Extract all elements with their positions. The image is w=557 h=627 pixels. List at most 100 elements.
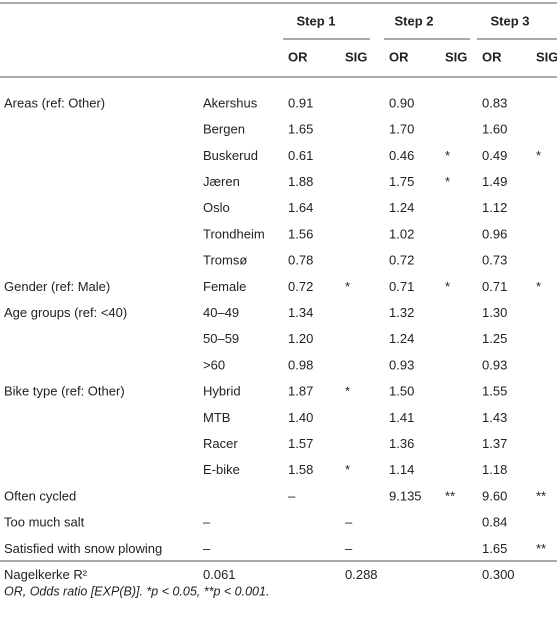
row-label: Age groups (ref: <40) [4,305,127,320]
cell: 9.60 [482,488,507,503]
cell: 1.24 [389,331,414,346]
cell: 1.49 [482,174,507,189]
cell: 1.56 [288,226,313,241]
cell: 0.46 [389,148,414,163]
row-sublabel: Akershus [203,95,258,110]
column-header: OR [389,49,409,64]
row-sublabel: E-bike [203,462,240,477]
cell: – [345,515,353,530]
cell: 1.14 [389,462,414,477]
row-sublabel: 0.061 [203,567,236,582]
cell: 1.57 [288,436,313,451]
cell: 1.65 [288,122,313,137]
row-sublabel: >60 [203,357,225,372]
row-label: Gender (ref: Male) [4,279,110,294]
cell: 1.50 [389,384,414,399]
cell: 0.84 [482,515,507,530]
row-sublabel: MTB [203,410,230,425]
row-sublabel: Female [203,279,246,294]
cell: 1.12 [482,200,507,215]
cell: 1.60 [482,122,507,137]
cell: 1.18 [482,462,507,477]
cell: * [445,279,450,294]
cell: 1.30 [482,305,507,320]
cell: * [445,174,450,189]
cell: 0.72 [389,253,414,268]
cell: 0.93 [389,357,414,372]
cell: 1.87 [288,384,313,399]
cell: 9.135 [389,488,422,503]
cell: 1.55 [482,384,507,399]
cell: 0.49 [482,148,507,163]
row-label: Areas (ref: Other) [4,95,105,110]
cell: ** [445,488,455,503]
row-sublabel: – [203,541,211,556]
cell: * [345,279,350,294]
cell: 0.71 [389,279,414,294]
cell: 0.61 [288,148,313,163]
column-header: SIG [445,49,467,64]
cell: 0.98 [288,357,313,372]
column-header: SIG [345,49,367,64]
cell: 1.25 [482,331,507,346]
cell: 1.58 [288,462,313,477]
column-header: OR [482,49,502,64]
cell: ** [536,541,546,556]
cell: 1.02 [389,226,414,241]
cell: 0.72 [288,279,313,294]
row-sublabel: Oslo [203,200,230,215]
row-label: Often cycled [4,488,76,503]
column-header: OR [288,49,308,64]
cell: 1.20 [288,331,313,346]
cell: 0.90 [389,95,414,110]
cell: 1.36 [389,436,414,451]
row-label: Too much salt [4,515,85,530]
cell: 1.70 [389,122,414,137]
cell: 1.24 [389,200,414,215]
cell: 1.65 [482,541,507,556]
cell: 0.78 [288,253,313,268]
step-header: Step 1 [296,13,335,28]
cell: 0.300 [482,567,515,582]
cell: 1.37 [482,436,507,451]
cell: – [345,541,353,556]
column-header: SIG [536,49,557,64]
row-sublabel: Bergen [203,122,245,137]
cell: 0.83 [482,95,507,110]
cell: 0.73 [482,253,507,268]
step-header: Step 2 [394,13,433,28]
cell: 1.88 [288,174,313,189]
cell: * [536,279,541,294]
cell: 0.288 [345,567,378,582]
cell: 0.93 [482,357,507,372]
footnote: OR, Odds ratio [EXP(B)]. *p < 0.05, **p … [4,584,269,598]
cell: 1.34 [288,305,313,320]
cell: ** [536,488,546,503]
cell: 0.96 [482,226,507,241]
cell: 1.41 [389,410,414,425]
cell: 1.43 [482,410,507,425]
row-sublabel: 40–49 [203,305,239,320]
cell: * [536,148,541,163]
cell: – [288,488,296,503]
cell: * [445,148,450,163]
cell: * [345,462,350,477]
step-header: Step 3 [490,13,529,28]
row-label: Satisfied with snow plowing [4,541,162,556]
row-sublabel: 50–59 [203,331,239,346]
row-sublabel: Buskerud [203,148,258,163]
row-sublabel: Racer [203,436,238,451]
cell: 1.40 [288,410,313,425]
cell: * [345,384,350,399]
cell: 1.32 [389,305,414,320]
cell: 1.64 [288,200,313,215]
row-label: Bike type (ref: Other) [4,384,125,399]
row-sublabel: Tromsø [203,253,247,268]
row-sublabel: Trondheim [203,226,265,241]
row-sublabel: Hybrid [203,384,241,399]
cell: 0.71 [482,279,507,294]
row-sublabel: Jæren [203,174,240,189]
row-label: Nagelkerke R² [4,567,88,582]
